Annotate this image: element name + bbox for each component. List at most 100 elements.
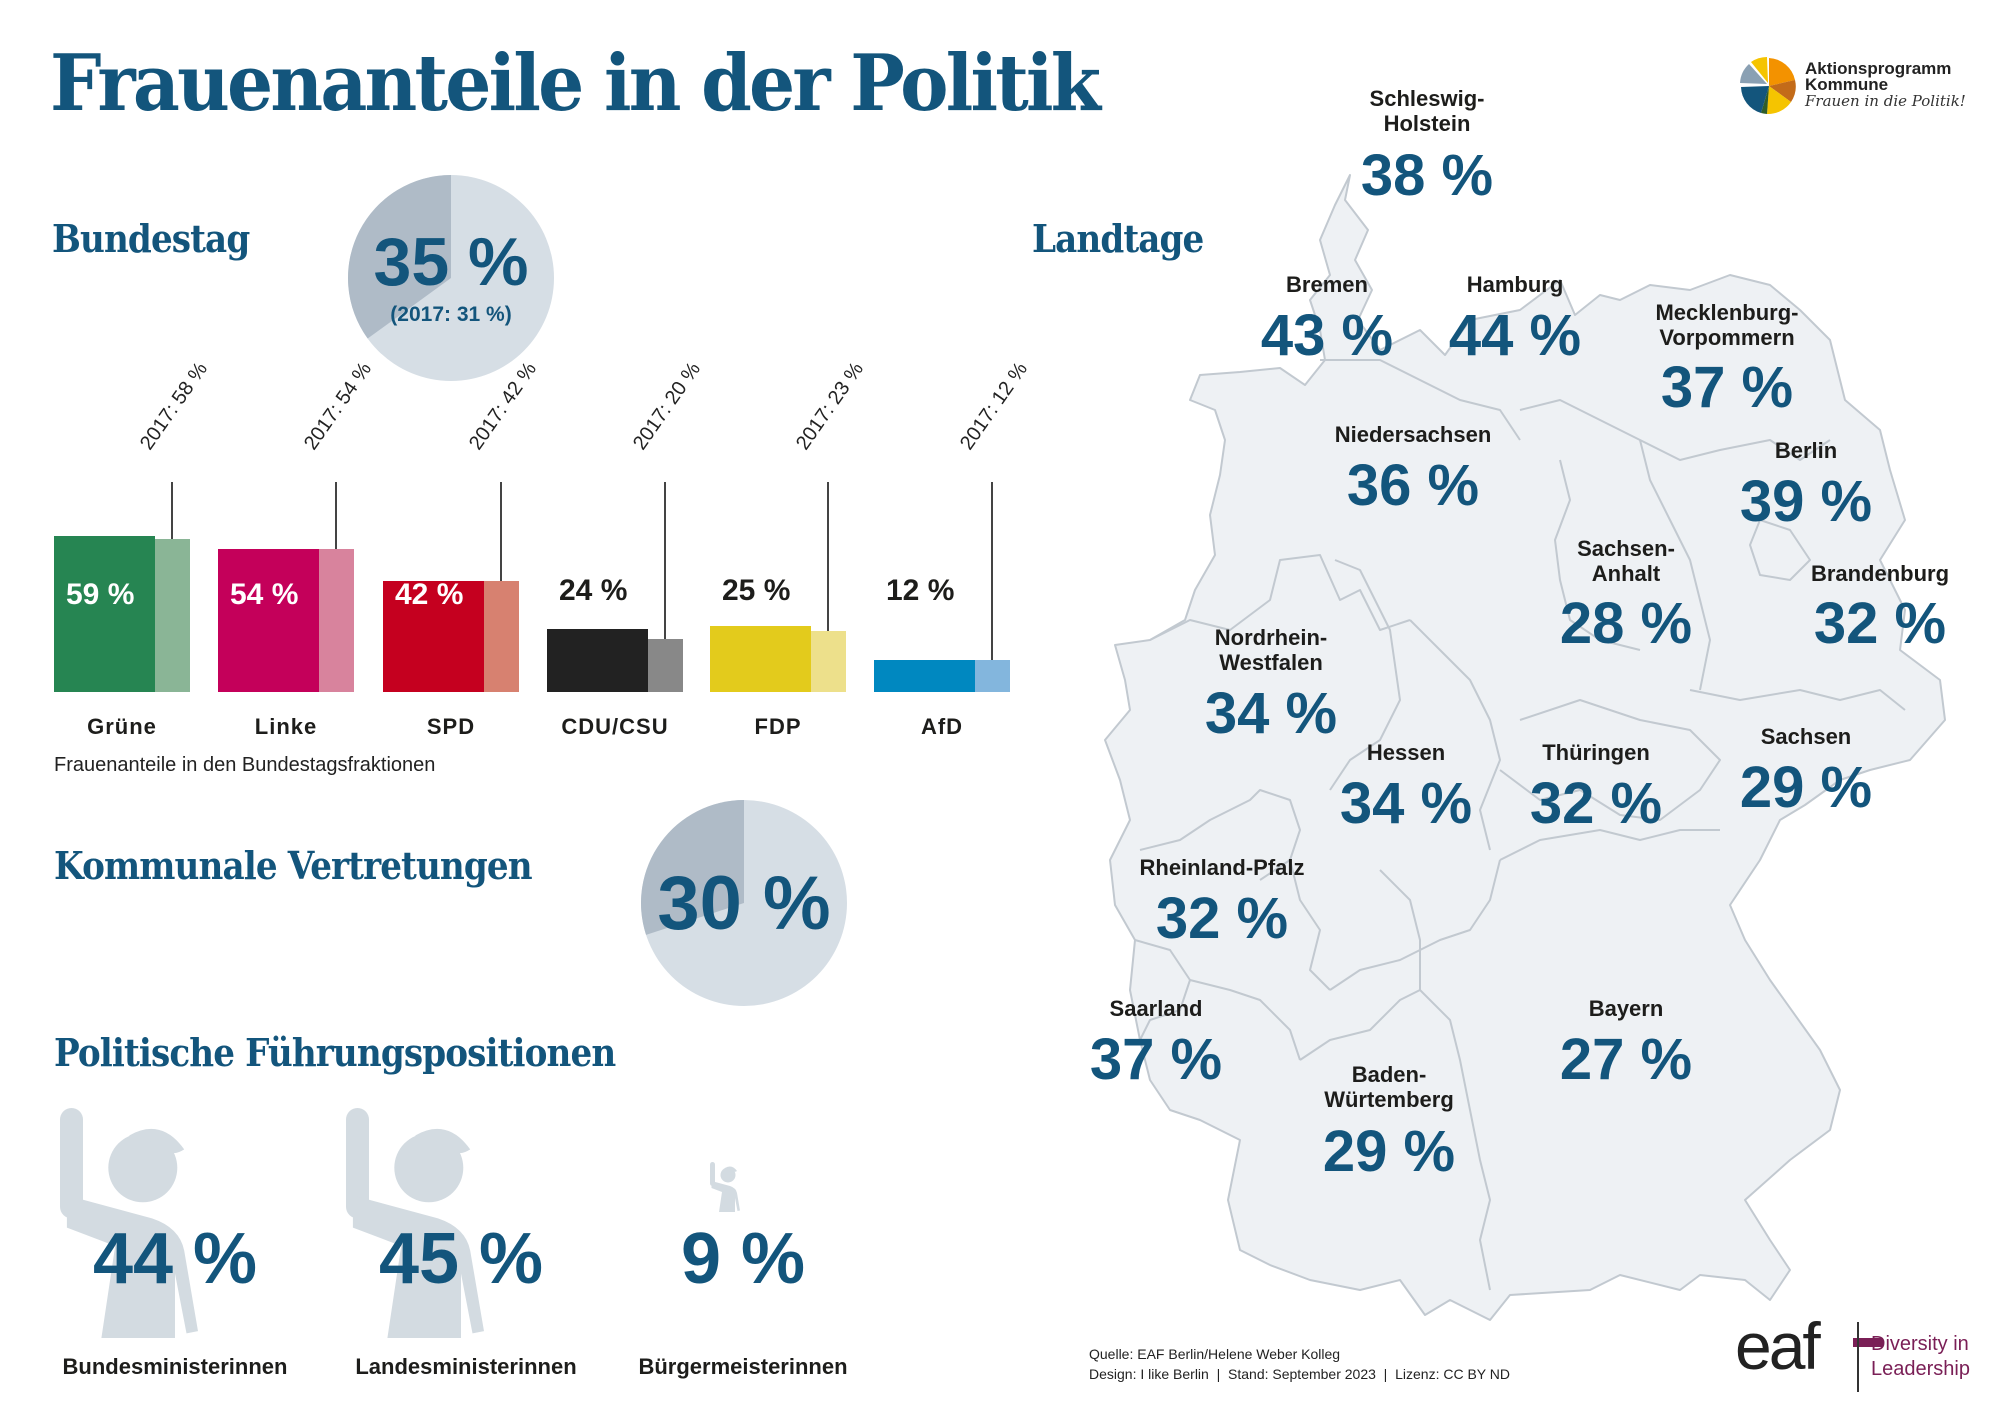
state-value: 38 % [1360, 143, 1494, 208]
border-nrw-he [1329, 559, 1401, 791]
leader-line [500, 482, 502, 582]
bar-2021 [547, 628, 648, 692]
bar-group: 2017: 58 % 59 % Grüne [54, 358, 212, 739]
border-saar [1134, 939, 1191, 1041]
border-he-th [1409, 619, 1501, 851]
bar-value-label: 12 % [886, 574, 955, 607]
leader-label-bund: Bundesministerinnen [62, 1354, 288, 1379]
pie-share-slice [641, 800, 744, 935]
bar-category-label: AfD [920, 714, 964, 739]
eaf-tagline-1: Diversity in [1871, 1333, 1969, 1355]
bar-group: 2017: 42 % 42 % SPD [383, 358, 541, 739]
state-value: 32 % [1529, 771, 1663, 836]
border-bw-he [1299, 989, 1421, 1061]
state-value: 27 % [1559, 1027, 1693, 1092]
border-ni-st [1554, 459, 1641, 651]
kommunal-pie-chart [641, 800, 847, 1006]
state-name: Baden- Würtemberg [1324, 1062, 1454, 1112]
state-name: Rheinland-Pfalz [1139, 855, 1305, 880]
state-value: 36 % [1346, 453, 1480, 518]
leader-value-buergermeister: 9 % [680, 1219, 806, 1299]
border-th-sn [1499, 699, 1721, 821]
bar-group: 2017: 23 % 25 % FDP [710, 358, 868, 739]
bar-group: 2017: 54 % 54 % Linke [218, 358, 376, 739]
fuehrung-heading: Politische Führungspositionen [54, 1030, 616, 1075]
border-nrw-rp [1139, 789, 1301, 881]
border-bw-by [1379, 869, 1491, 1291]
state-name: Brandenburg [1810, 561, 1950, 586]
state-name: Schleswig- Holstein [1369, 86, 1485, 136]
bar-value-label: 54 % [230, 578, 299, 611]
pie-logo-icon [1740, 56, 1796, 115]
state-name: Hessen [1366, 740, 1446, 765]
leader-line [171, 482, 173, 539]
kommunal-heading: Kommunale Vertretungen [54, 843, 533, 888]
border-rp-he [1289, 859, 1331, 991]
state-name: Bremen [1286, 272, 1368, 297]
state-value: 29 % [1739, 755, 1873, 820]
state-value: 37 % [1089, 1027, 1223, 1092]
state-value: 39 % [1739, 469, 1873, 534]
bar-value-label: 42 % [395, 578, 464, 611]
fraktionen-bar-chart: 2017: 58 % 59 % Grüne 2017: 54 % 54 % Linke 20… [54, 358, 1034, 790]
woman-figure-small-icon [710, 1162, 740, 1212]
state-name: Mecklenburg- Vorpommern [1655, 300, 1799, 350]
eaf-divider [1857, 1322, 1859, 1392]
leader-line [827, 482, 829, 632]
border-sh-ni [1320, 359, 1521, 441]
border-he-by [1329, 859, 1501, 991]
border-st-bb [1639, 439, 1711, 691]
state-value: 28 % [1559, 591, 1693, 656]
leader-line [335, 482, 337, 550]
footer-source: Quelle: EAF Berlin/Helene Weber Kolleg [1089, 1346, 1341, 1362]
bar-category-label: Grüne [87, 714, 157, 739]
bar-category-label: CDU/CSU [561, 714, 669, 739]
state-name: Bayern [1588, 996, 1664, 1021]
border-sn-bb [1689, 689, 1906, 711]
woman-figure-icon [346, 1108, 484, 1338]
bar-group: 2017: 12 % 12 % AfD [874, 358, 1032, 739]
state-value: 43 % [1260, 303, 1394, 368]
landtage-heading: Landtage [1032, 216, 1204, 261]
bar-2021 [874, 660, 975, 692]
leader-label-buergermeister: Bürgermeisterinnen [638, 1354, 848, 1379]
bundestag-heading: Bundestag [52, 216, 250, 261]
kommunal-value: 30 % [657, 861, 831, 946]
border-ni-nrw [1149, 554, 1411, 641]
state-value: 44 % [1448, 303, 1582, 368]
bar-2017 [155, 538, 190, 692]
bundestag-pie: 35 % (2017: 31 %) [346, 173, 556, 383]
kommunal-pie: 30 % [639, 798, 849, 1008]
state-value: 34 % [1339, 771, 1473, 836]
bar-2021 [218, 549, 319, 692]
leader-item-land: 45 % Landesministerinnen [346, 1108, 586, 1379]
pie-share-slice [348, 175, 451, 339]
state-name: Berlin [1774, 438, 1838, 463]
bar-2017 [811, 631, 846, 692]
eaf-logo: eaf Diversity in Leadership [1735, 1309, 1975, 1392]
bundestag-value: 35 % [373, 224, 529, 300]
bar-2021 [383, 581, 484, 692]
bar-2021 [54, 536, 155, 692]
leader-item-buergermeister: 9 % Bürgermeisterinnen [628, 1108, 868, 1379]
bar-chart-caption: Frauenanteile in den Bundestagsfraktione… [54, 754, 436, 776]
border-berlin [1749, 519, 1811, 581]
bar-category-label: FDP [754, 714, 802, 739]
leader-value-land: 45 % [378, 1219, 544, 1299]
state-value: 32 % [1155, 886, 1289, 951]
state-value: 34 % [1204, 681, 1338, 746]
logo-line1: Aktionsprogramm [1805, 59, 1952, 78]
woman-figure-icon [60, 1108, 199, 1338]
logo-line2: Kommune [1805, 75, 1889, 94]
eaf-wordmark: eaf [1735, 1309, 1821, 1383]
state-name: Thüringen [1542, 740, 1650, 765]
aktionsprogramm-logo: Aktionsprogramm Kommune Frauen in die Po… [1737, 52, 1977, 122]
germany-outline [1104, 174, 1946, 1321]
bar-2017 [975, 660, 1010, 692]
state-value: 32 % [1813, 591, 1947, 656]
leader-line [664, 482, 666, 640]
leader-value-bund: 44 % [92, 1219, 258, 1299]
state-name: Niedersachsen [1334, 422, 1492, 447]
bar-category-label: Linke [254, 714, 318, 739]
